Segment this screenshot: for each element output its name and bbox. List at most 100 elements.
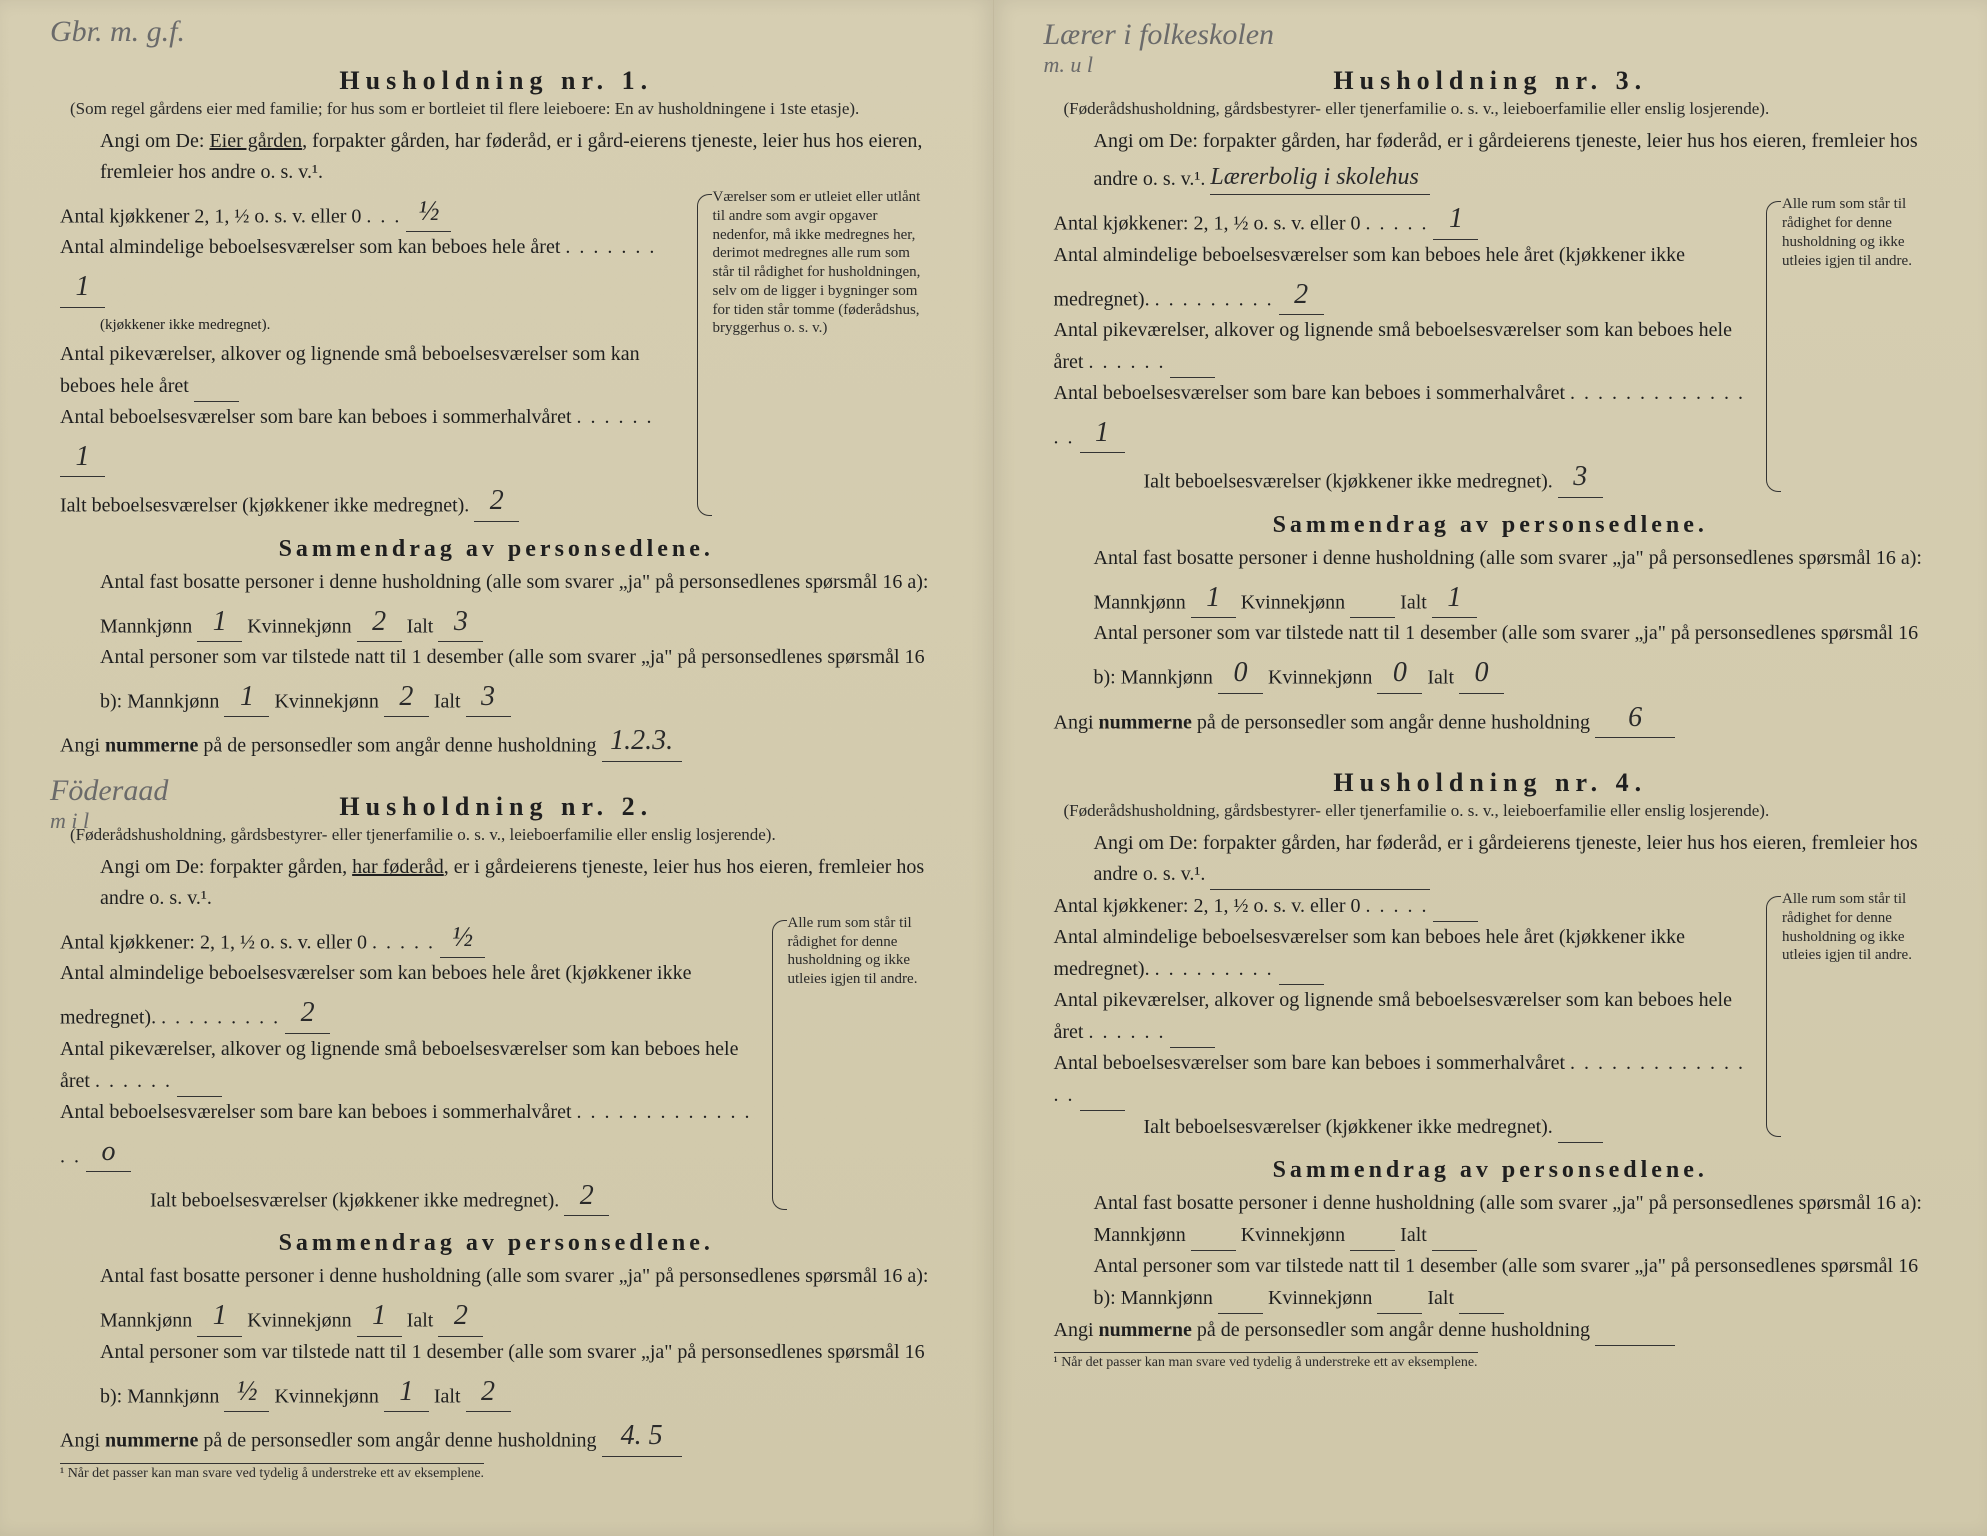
nummer-value-1: 1.2.3. xyxy=(610,719,673,762)
fast-kvinne-2: 1 xyxy=(372,1294,386,1337)
fast-ialt-1: 3 xyxy=(454,600,468,643)
household-2-title: Husholdning nr. 2. xyxy=(60,792,933,822)
ialt-row-2: Ialt beboelsesværelser (kjøkkener ikke m… xyxy=(60,1172,760,1216)
angi-text-4: Angi om De: forpakter gården, har føderå… xyxy=(1094,832,1918,885)
fast-line-3: Antal fast bosatte personer i denne hush… xyxy=(1054,543,1928,618)
pike-row-2: Antal pikeværelser, alkover og lignende … xyxy=(60,1034,760,1097)
handwritten-annotation-3b: m. u l xyxy=(1044,52,1094,78)
kjokken-row-1: Antal kjøkkener 2, 1, ½ o. s. v. eller 0… xyxy=(60,188,684,232)
pike-label: Antal pikeværelser, alkover og lignende … xyxy=(60,343,640,397)
sommer-row-3: Antal beboelsesværelser som bare kan beb… xyxy=(1054,378,1755,453)
tilstede-ialt-1: 3 xyxy=(481,675,495,718)
footnote-left-text: ¹ Når det passer kan man svare ved tydel… xyxy=(60,1466,484,1481)
fast-line-2: Antal fast bosatte personer i denne hush… xyxy=(60,1261,933,1336)
kvinne-label: Kvinnekjønn xyxy=(247,615,351,637)
fast-line-1: Antal fast bosatte personer i denne hush… xyxy=(60,567,933,642)
ialt-label-7: Ialt xyxy=(1400,1224,1427,1246)
rooms-left-1: Antal kjøkkener 2, 1, ½ o. s. v. eller 0… xyxy=(60,188,684,522)
angi-underlined-2: har føderåd xyxy=(352,856,444,878)
kjokken-value-2: ½ xyxy=(452,916,473,959)
right-page: Lærer i folkeskolen m. u l Husholdning n… xyxy=(994,0,1987,1536)
nummer-line-4: Angi nummerne på de personsedler som ang… xyxy=(1054,1314,1928,1346)
household-3-title: Husholdning nr. 3. xyxy=(1054,66,1928,96)
kjokken-label-3: Antal kjøkkener: 2, 1, ½ o. s. v. eller … xyxy=(1054,213,1361,235)
sommer-label-4: Antal beboelsesværelser som bare kan beb… xyxy=(1054,1052,1566,1074)
nummer-value-3: 6 xyxy=(1628,696,1642,739)
ialt-label-4: Ialt xyxy=(434,1385,461,1407)
right-note-4: Alle rum som står til rådighet for denne… xyxy=(1766,890,1927,1143)
nummer-line-3: Angi nummerne på de personsedler som ang… xyxy=(1054,694,1928,738)
sommer-value-3: 1 xyxy=(1095,411,1109,454)
angi-text-2: Angi om De: forpakter gården, xyxy=(100,856,347,878)
sommer-row-4: Antal beboelsesværelser som bare kan beb… xyxy=(1054,1048,1755,1111)
kjokken-value-3: 1 xyxy=(1449,197,1463,240)
alm-row-3: Antal almindelige beboelsesværelser som … xyxy=(1054,240,1755,315)
kvinne-label-7: Kvinnekjønn xyxy=(1241,1224,1345,1246)
ialt-label-3: Ialt xyxy=(407,1310,434,1332)
nummer-rest: på de personsedler som angår denne husho… xyxy=(198,735,596,757)
ialt-value: 2 xyxy=(490,479,504,522)
sommer-row-1: Antal beboelsesværelser som bare kan beb… xyxy=(60,402,684,477)
nummer-bold-3: nummerne xyxy=(1099,711,1192,733)
tilstede-kvinne-3: 0 xyxy=(1393,651,1407,694)
ialt-label: Ialt xyxy=(407,615,434,637)
sammendrag-title-1: Sammendrag av personsedlene. xyxy=(60,536,933,563)
alm-row-2: Antal almindelige beboelsesværelser som … xyxy=(60,958,760,1033)
sammendrag-title-2: Sammendrag av personsedlene. xyxy=(60,1230,933,1257)
nummer-rest-2: på de personsedler som angår denne husho… xyxy=(198,1430,596,1452)
ialt-label-8: Ialt xyxy=(1427,1287,1454,1309)
fast-mann-1: 1 xyxy=(213,600,227,643)
ialt-label-2b: Ialt beboelsesværelser (kjøkkener ikke m… xyxy=(150,1189,559,1211)
alm-row-1: Antal almindelige beboelsesværelser som … xyxy=(60,232,684,338)
sammendrag-title-4: Sammendrag av personsedlene. xyxy=(1054,1157,1928,1184)
alm-sub: (kjøkkener ikke medregnet). xyxy=(60,317,270,333)
alm-value-3: 2 xyxy=(1294,273,1308,316)
household-4-desc: (Føderådshusholdning, gårdsbestyrer- ell… xyxy=(1064,800,1928,822)
rooms-left-2: Antal kjøkkener: 2, 1, ½ o. s. v. eller … xyxy=(60,914,760,1217)
nummer-prefix-2: Angi xyxy=(60,1430,105,1452)
ialt-label-3b: Ialt beboelsesværelser (kjøkkener ikke m… xyxy=(1144,471,1553,493)
nummer-value-2: 4. 5 xyxy=(621,1414,663,1457)
ialt-label: Ialt beboelsesværelser (kjøkkener ikke m… xyxy=(60,495,469,517)
document-spread: Gbr. m. g.f. Husholdning nr. 1. (Som reg… xyxy=(0,0,1987,1536)
rooms-left-4: Antal kjøkkener: 2, 1, ½ o. s. v. eller … xyxy=(1054,890,1755,1143)
left-page: Gbr. m. g.f. Husholdning nr. 1. (Som reg… xyxy=(0,0,994,1536)
tilstede-kvinne-2: 1 xyxy=(399,1370,413,1413)
ialt-row-3: Ialt beboelsesværelser (kjøkkener ikke m… xyxy=(1054,453,1755,497)
household-4: Husholdning nr. 4. (Føderådshusholdning,… xyxy=(1054,768,1928,1371)
angi-line-3: Angi om De: forpakter gården, har føderå… xyxy=(1054,126,1928,195)
angi-prefix: Angi om De: xyxy=(100,130,209,152)
rooms-block-3: Antal kjøkkener: 2, 1, ½ o. s. v. eller … xyxy=(1054,195,1928,498)
kjokken-value: ½ xyxy=(418,190,439,233)
fast-mann-2: 1 xyxy=(213,1294,227,1337)
fast-ialt-2: 2 xyxy=(454,1294,468,1337)
handwritten-annotation-1: Gbr. m. g.f. xyxy=(50,18,185,47)
household-3-desc: (Føderådshusholdning, gårdsbestyrer- ell… xyxy=(1064,98,1928,120)
kjokken-row-3: Antal kjøkkener: 2, 1, ½ o. s. v. eller … xyxy=(1054,195,1755,239)
footnote-right: ¹ Når det passer kan man svare ved tydel… xyxy=(1054,1352,1478,1371)
kvinne-label-3: Kvinnekjønn xyxy=(247,1310,351,1332)
household-3: Lærer i folkeskolen m. u l Husholdning n… xyxy=(1054,66,1928,738)
nummer-prefix-3: Angi xyxy=(1054,711,1099,733)
rooms-left-3: Antal kjøkkener: 2, 1, ½ o. s. v. eller … xyxy=(1054,195,1755,498)
kjokken-row-2: Antal kjøkkener: 2, 1, ½ o. s. v. eller … xyxy=(60,914,760,958)
sommer-row-2: Antal beboelsesværelser som bare kan beb… xyxy=(60,1097,760,1172)
alm-label-2: Antal almindelige beboelsesværelser som … xyxy=(60,962,691,1028)
kvinne-label-5: Kvinnekjønn xyxy=(1241,591,1345,613)
ialt-value-2: 2 xyxy=(580,1174,594,1217)
tilstede-kvinne-1: 2 xyxy=(399,675,413,718)
nummer-bold-4: nummerne xyxy=(1099,1319,1192,1341)
pike-row-3: Antal pikeværelser, alkover og lignende … xyxy=(1054,315,1755,378)
right-note-1: Værelser som er utleiet eller utlånt til… xyxy=(696,188,933,522)
pike-row-4: Antal pikeværelser, alkover og lignende … xyxy=(1054,985,1755,1048)
rooms-block-2: Antal kjøkkener: 2, 1, ½ o. s. v. eller … xyxy=(60,914,933,1217)
pike-row-1: Antal pikeværelser, alkover og lignende … xyxy=(60,339,684,402)
ialt-row-1: Ialt beboelsesværelser (kjøkkener ikke m… xyxy=(60,477,684,521)
nummer-bold: nummerne xyxy=(105,735,198,757)
fast-kvinne-1: 2 xyxy=(372,600,386,643)
nummer-bold-2: nummerne xyxy=(105,1430,198,1452)
household-2-desc: (Føderådshusholdning, gårdsbestyrer- ell… xyxy=(70,824,933,846)
right-note-2: Alle rum som står til rådighet for denne… xyxy=(772,914,933,1217)
angi-line-1: Angi om De: Eier gården, forpakter gårde… xyxy=(60,126,933,188)
angi-value-3: Lærerbolig i skolehus xyxy=(1210,159,1418,196)
